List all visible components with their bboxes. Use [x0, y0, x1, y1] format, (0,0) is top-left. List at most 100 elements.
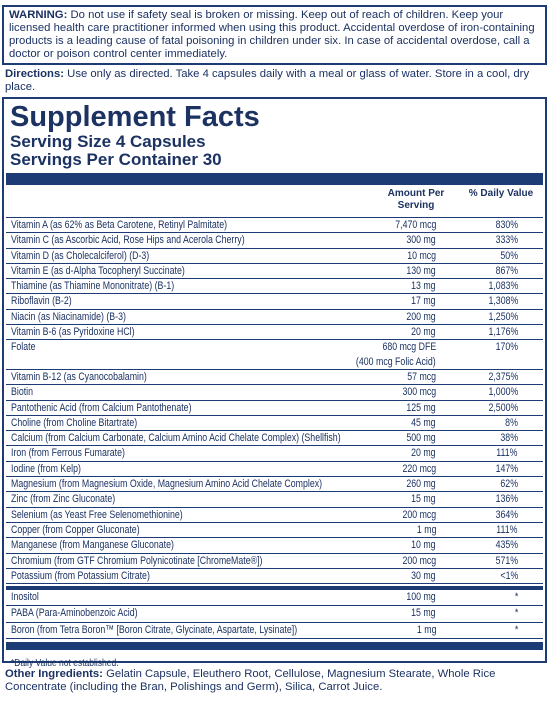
amount: 300 mg [406, 234, 436, 247]
nutrient-name: Chromium (from GTF Chromium Polynicotina… [11, 554, 263, 567]
nutrient-row: Zinc (from Zinc Gluconate) 15 mg 136% [6, 492, 543, 508]
amount: 200 mcg [402, 554, 436, 567]
servings-per-container: Servings Per Container 30 [10, 150, 222, 169]
nutrient-row: Choline (from Choline Bitartrate) 45 mg 8% [6, 416, 543, 432]
daily-value: 8% [505, 416, 518, 429]
other-ingredients-text: Gelatin Capsule, Eleuthero Root, Cellulo… [5, 668, 496, 693]
daily-value: 1,000% [488, 386, 518, 399]
nutrient-name: PABA (Para-Aminobenzoic Acid) [11, 607, 138, 620]
amount: 125 mg [406, 401, 436, 414]
amount: 17 mg [411, 295, 436, 308]
nutrient-row: Chromium (from GTF Chromium Polynicotina… [6, 554, 543, 569]
directions-text: Use only as directed. Take 4 capsules da… [5, 68, 530, 93]
nutrient-row: Vitamin C (as Ascorbic Acid, Rose Hips a… [6, 233, 543, 249]
thick-bar [6, 586, 543, 591]
nutrient-name: Thiamine (as Thiamine Mononitrate) (B-1) [11, 280, 175, 293]
directions-label: Directions: [5, 68, 65, 80]
daily-value: 830% [495, 219, 518, 231]
daily-value: <1% [500, 569, 518, 582]
nutrient-row: Vitamin A (as 62% as Beta Carotene, Reti… [6, 218, 543, 234]
amount: 100 mg [406, 591, 436, 604]
daily-value: 2,375% [488, 370, 518, 383]
nutrient-row: PABA (Para-Aminobenzoic Acid) 15 mg * [6, 606, 543, 623]
nutrient-row: Vitamin B-12 (as Cyanocobalamin) 57 mcg 2,… [6, 370, 543, 386]
daily-value: 333% [495, 234, 518, 247]
amount: 130 mg [406, 264, 436, 277]
amount-header: Amount Per Serving [387, 188, 445, 211]
nutrient-row: Riboflavin (B-2) 17 mg 1,308% [6, 294, 543, 310]
amount-detail: (400 mcg Folic Acid) [356, 355, 436, 368]
nutrient-name: Vitamin E (as d-Alpha Tocopheryl Succina… [11, 264, 185, 277]
daily-value: 1,083% [488, 280, 518, 293]
nutrient-row: Thiamine (as Thiamine Mononitrate) (B-1)… [6, 279, 543, 295]
footnote: *Daily Value not established. [11, 658, 119, 670]
nutrient-row: Magnesium (from Magnesium Oxide, Magnesi… [6, 477, 543, 493]
nutrient-name: Calcium (from Calcium Carbonate, Calcium… [11, 432, 341, 445]
daily-value: 2,500% [488, 401, 518, 414]
daily-value: 38% [500, 432, 518, 445]
daily-value: * [514, 607, 518, 620]
nutrient-name: Riboflavin (B-2) [11, 295, 72, 308]
daily-value: * [514, 591, 518, 604]
daily-value: 147% [495, 462, 518, 475]
amount: 15 mg [411, 493, 436, 506]
nutrient-name: Biotin [11, 386, 34, 399]
daily-value: 111% [496, 447, 518, 460]
amount: 220 mcg [402, 462, 436, 475]
other-ingredients: Other Ingredients: Gelatin Capsule, Eleu… [5, 668, 540, 694]
amount: 20 mg [411, 326, 436, 339]
nutrient-row: Selenium (as Yeast Free Selenomethionine… [6, 508, 543, 523]
daily-value: 62% [500, 478, 518, 491]
daily-value: 1,308% [488, 295, 518, 308]
thick-bar [6, 642, 543, 651]
nutrient-name: Vitamin B-12 (as Cyanocobalamin) [11, 370, 147, 383]
nutrient-row: Iron (from Ferrous Fumarate) 20 mg 111% [6, 446, 543, 462]
amount: 200 mcg [402, 508, 436, 521]
nutrient-row: Biotin 300 mcg 1,000% [6, 385, 543, 401]
amount: 7,470 mcg [394, 219, 436, 231]
nutrient-row: Iodine (from Kelp) 220 mcg 147% [6, 462, 543, 478]
facts-panel: Supplement Facts Serving Size 4 Capsules… [2, 97, 547, 669]
nutrient-name: Magnesium (from Magnesium Oxide, Magnesi… [11, 478, 323, 491]
nutrient-name: Pantothenic Acid (from Calcium Pantothen… [11, 401, 192, 414]
amount: 57 mcg [407, 370, 436, 383]
nutrient-name: Vitamin D (as Cholecalciferol) (D-3) [11, 249, 150, 262]
nutrient-name: Selenium (as Yeast Free Selenomethionine… [11, 508, 183, 521]
nutrient-name: Choline (from Choline Bitartrate) [11, 416, 138, 429]
amount: 10 mcg [407, 249, 436, 262]
amount: 10 mg [411, 539, 436, 552]
amount: 30 mg [411, 569, 436, 582]
daily-value: 1,250% [488, 310, 518, 323]
warning-box: WARNING: Do not use if safety seal is br… [2, 5, 547, 65]
nutrient-name: Folate [11, 341, 36, 354]
serving-size: Serving Size 4 Capsules [10, 132, 206, 151]
nutrient-name: Potassium (from Potassium Citrate) [11, 569, 150, 582]
amount: 13 mg [411, 280, 436, 293]
nutrient-row: Vitamin B-6 (as Pyridoxine HCl) 20 mg 1,17… [6, 325, 543, 341]
amount: 680 mcg DFE [382, 341, 436, 354]
nutrient-name: Vitamin C (as Ascorbic Acid, Rose Hips a… [11, 234, 245, 247]
nutrient-name: Boron (from Tetra Boron™ [Boron Citrate,… [11, 623, 298, 636]
nutrient-name: Copper (from Copper Gluconate) [11, 523, 140, 536]
column-header: Amount Per Serving % Daily Value [6, 185, 543, 218]
nutrient-rows: Vitamin A (as 62% as Beta Carotene, Reti… [6, 218, 543, 585]
warning-label: WARNING: [9, 9, 68, 21]
nutrient-row: Folate 680 mcg DFE (400 mcg Folic Acid) 170… [6, 340, 543, 370]
amount: 1 mg [416, 523, 436, 536]
nutrient-name: Manganese (from Manganese Gluconate) [11, 539, 174, 552]
daily-value: 571% [495, 554, 518, 567]
other-ingredients-label: Other Ingredients: [5, 668, 103, 680]
directions: Directions: Use only as directed. Take 4… [5, 68, 540, 93]
other-rows: Inositol 100 mg * PABA (Para-Aminobenzoic A… [6, 590, 543, 640]
nutrient-row: Inositol 100 mg * [6, 590, 543, 607]
amount: 15 mg [411, 607, 436, 620]
daily-value: 111% [496, 523, 518, 536]
nutrient-row: Vitamin E (as d-Alpha Tocopheryl Succina… [6, 264, 543, 280]
nutrient-name: Inositol [11, 591, 39, 604]
nutrient-row: Manganese (from Manganese Gluconate) 10 m… [6, 538, 543, 554]
dv-header: % Daily Value [468, 188, 534, 199]
nutrient-name: Iron (from Ferrous Fumarate) [11, 447, 125, 460]
thick-bar [6, 173, 543, 185]
nutrient-row: Potassium (from Potassium Citrate) 30 mg <… [6, 569, 543, 585]
